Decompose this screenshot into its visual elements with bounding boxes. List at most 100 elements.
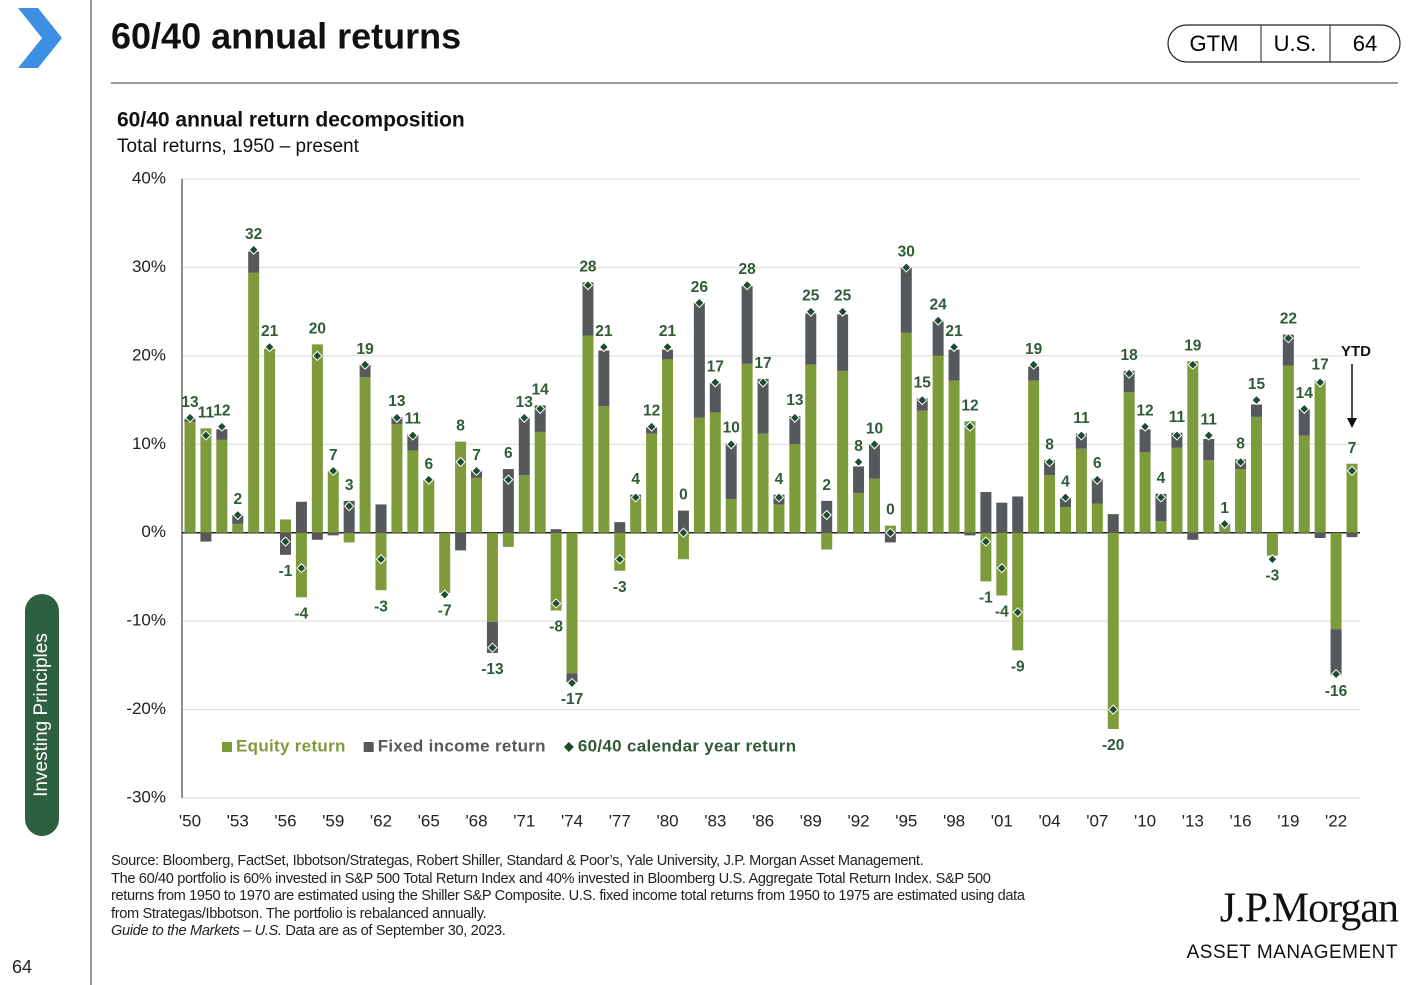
bar-segment [932,355,944,533]
data-label: 1 [1220,500,1229,517]
diamond-marker [1330,668,1342,680]
diamond-marker [455,456,466,468]
data-label: 7 [329,447,338,464]
data-label: 10 [723,419,740,436]
bar-segment [343,500,355,533]
diamond-marker [710,377,721,388]
bar-segment [837,314,849,371]
diamond-marker [821,509,832,521]
bar-segment [232,523,244,533]
bar-segment [693,302,705,418]
footnote: from Strategas/Ibbotson. The portfolio i… [111,905,487,922]
data-label: 14 [532,381,550,398]
bar-segment [1203,438,1215,461]
data-label: 15 [914,374,932,391]
x-tick-label: '19 [1277,811,1299,830]
data-label: -3 [613,579,627,596]
data-label: -20 [1102,737,1124,754]
diamond-marker [853,456,864,468]
annotation-arrowhead [1347,418,1357,428]
data-label: 8 [854,438,863,455]
bar-segment [725,443,737,500]
bar-segment [980,492,992,533]
diamond-marker [232,509,243,521]
data-label: 6 [1093,455,1102,472]
bar-segment [439,532,451,593]
data-label: 15 [1248,376,1266,393]
bar-segment [741,363,753,533]
data-label: 6 [424,456,433,473]
diamond-marker [964,421,976,432]
x-tick-label: '13 [1182,811,1204,830]
bar-segment [1266,532,1278,556]
x-tick-label: '04 [1038,811,1060,830]
diamond-marker [1203,430,1214,441]
diamond-marker [296,562,307,574]
bar-segment [741,285,753,364]
footnote-italic: Guide to the Markets – U.S. [111,923,282,940]
bar-segment [900,332,912,533]
bar-segment [677,510,689,533]
diamond-marker [534,403,546,415]
diamond-marker [869,439,880,450]
diamond-marker [948,341,960,353]
diamond-marker [359,359,371,370]
bar-segment [1107,514,1119,533]
legend-marker [363,742,374,752]
tab: U.S. [1274,31,1317,56]
diamond-marker [694,297,705,309]
bar-segment [1187,532,1199,540]
diamond-marker [519,412,530,423]
bar-segment [948,380,960,533]
bar-segment [773,504,785,533]
diamond-marker [264,341,275,353]
bar-segment [200,532,212,542]
diamond-marker [996,562,1008,574]
data-label: -4 [295,605,309,622]
bar-segment [709,412,721,533]
data-label: 30 [898,244,915,261]
y-tick-label: -30% [126,787,166,806]
diamond-marker [343,500,355,512]
bar-segment [1219,525,1231,533]
diamond-marker [678,527,689,538]
x-tick-label: '89 [800,811,822,830]
diamond-marker [391,412,403,423]
bar-segment [407,434,419,451]
bar-segment [327,532,339,536]
bar-segment [1187,361,1199,533]
tab: 64 [1353,31,1377,56]
data-label: 7 [1348,440,1357,457]
bar-segment [709,383,721,413]
x-tick-label: '53 [227,811,249,830]
diamond-marker [550,598,562,609]
data-label: 20 [309,320,326,337]
bar-segment [662,349,674,360]
bar-segment [1346,532,1358,538]
diamond-marker [598,341,610,353]
bar-segment [534,431,546,533]
bar-segment [264,348,276,533]
x-tick-label: '86 [752,811,774,830]
bar-segment [311,532,323,540]
diamond-marker [725,439,737,450]
bar-segment [423,479,435,533]
bar-segment [1250,416,1262,533]
bar-segment [1155,493,1167,522]
diamond-marker [487,642,498,653]
chart-title: 60/40 annual return decomposition [117,109,465,132]
diamond-marker [200,430,212,441]
bar-segment [1203,460,1215,533]
bar-segment [1012,532,1024,651]
bar-segment [216,429,228,440]
bar-segment [1075,448,1087,533]
data-label: 28 [579,259,597,276]
bar-segment [821,532,833,550]
bar-segment [582,335,594,533]
bar-segment [1123,370,1135,393]
diamond-marker [614,554,625,565]
x-tick-label: '22 [1325,811,1347,830]
bar-segment [1314,380,1326,533]
